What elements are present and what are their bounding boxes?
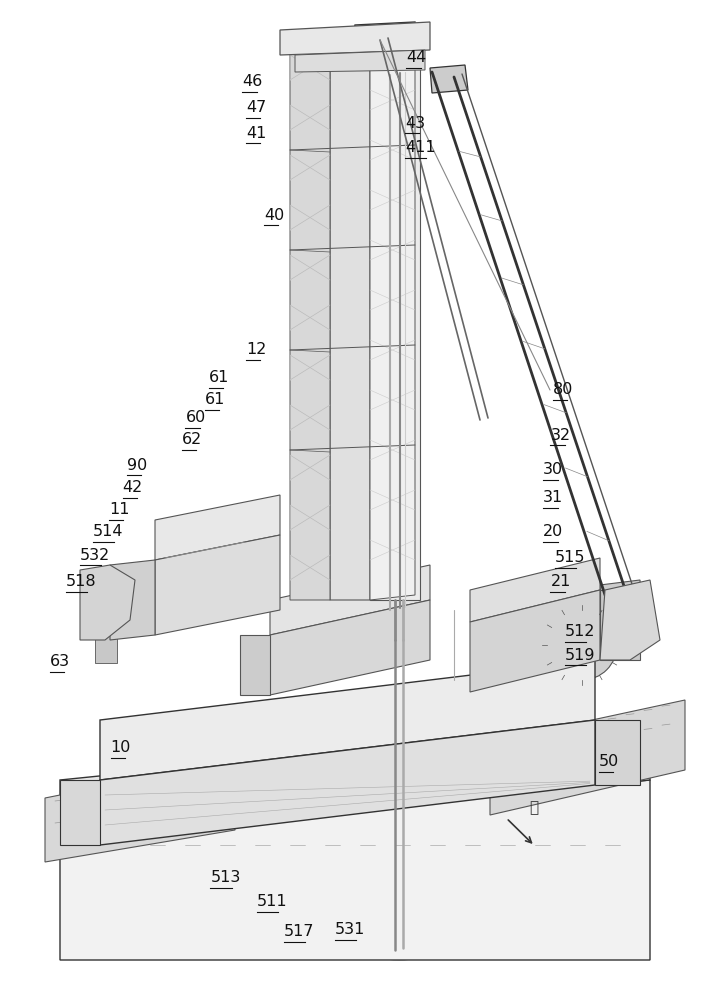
- Text: 531: 531: [335, 922, 366, 938]
- Polygon shape: [45, 760, 235, 862]
- Polygon shape: [600, 580, 642, 615]
- Text: 511: 511: [257, 894, 287, 910]
- Text: 514: 514: [93, 524, 123, 540]
- Circle shape: [377, 47, 393, 63]
- Text: 513: 513: [210, 870, 241, 886]
- Polygon shape: [155, 495, 280, 560]
- Polygon shape: [270, 600, 430, 695]
- Text: 31: 31: [543, 490, 563, 506]
- Text: 519: 519: [565, 648, 595, 662]
- Polygon shape: [80, 565, 135, 640]
- Text: 12: 12: [246, 342, 267, 358]
- Polygon shape: [330, 35, 370, 600]
- Polygon shape: [60, 720, 650, 840]
- Text: 42: 42: [123, 481, 143, 495]
- Text: 前: 前: [529, 800, 538, 816]
- Text: 532: 532: [80, 548, 110, 562]
- Bar: [165, 538, 245, 583]
- Text: 21: 21: [550, 574, 571, 589]
- Polygon shape: [100, 720, 595, 845]
- Text: 43: 43: [405, 115, 425, 130]
- Text: 60: 60: [185, 410, 205, 426]
- Polygon shape: [600, 580, 660, 660]
- Polygon shape: [110, 560, 155, 640]
- Bar: [95, 618, 117, 663]
- Text: 80: 80: [553, 382, 573, 397]
- Text: 411: 411: [405, 140, 436, 155]
- Polygon shape: [595, 720, 640, 785]
- Text: 50: 50: [599, 754, 619, 770]
- Polygon shape: [100, 660, 595, 780]
- Polygon shape: [240, 635, 270, 695]
- Circle shape: [564, 627, 600, 663]
- Text: 90: 90: [127, 458, 147, 473]
- Polygon shape: [490, 700, 685, 815]
- Text: 517: 517: [284, 924, 314, 940]
- Ellipse shape: [389, 619, 409, 627]
- Bar: [440, 680, 468, 745]
- Polygon shape: [290, 40, 330, 600]
- Polygon shape: [270, 565, 430, 635]
- Text: 63: 63: [50, 654, 70, 670]
- Polygon shape: [370, 35, 420, 600]
- Polygon shape: [60, 780, 100, 845]
- Polygon shape: [430, 65, 468, 93]
- Text: 20: 20: [543, 524, 563, 540]
- Polygon shape: [155, 535, 280, 635]
- Polygon shape: [60, 780, 650, 960]
- Text: 32: 32: [550, 428, 570, 442]
- Text: 61: 61: [209, 370, 230, 385]
- Text: 62: 62: [182, 432, 202, 448]
- Circle shape: [547, 610, 617, 680]
- Polygon shape: [295, 50, 425, 72]
- Text: 41: 41: [246, 125, 267, 140]
- Text: 30: 30: [543, 462, 563, 478]
- Polygon shape: [370, 30, 415, 600]
- Text: 515: 515: [555, 550, 585, 566]
- Text: 47: 47: [246, 101, 266, 115]
- Polygon shape: [350, 22, 420, 52]
- Text: 44: 44: [406, 50, 426, 66]
- Text: 11: 11: [109, 502, 130, 518]
- Text: 40: 40: [264, 208, 284, 223]
- Polygon shape: [280, 22, 430, 55]
- Polygon shape: [470, 590, 600, 692]
- Text: 46: 46: [242, 75, 262, 90]
- Polygon shape: [600, 590, 640, 660]
- Polygon shape: [470, 558, 600, 622]
- Text: 518: 518: [66, 574, 96, 589]
- Circle shape: [367, 37, 403, 73]
- Text: 512: 512: [565, 624, 595, 640]
- Text: 10: 10: [111, 740, 131, 756]
- Text: 61: 61: [205, 392, 225, 408]
